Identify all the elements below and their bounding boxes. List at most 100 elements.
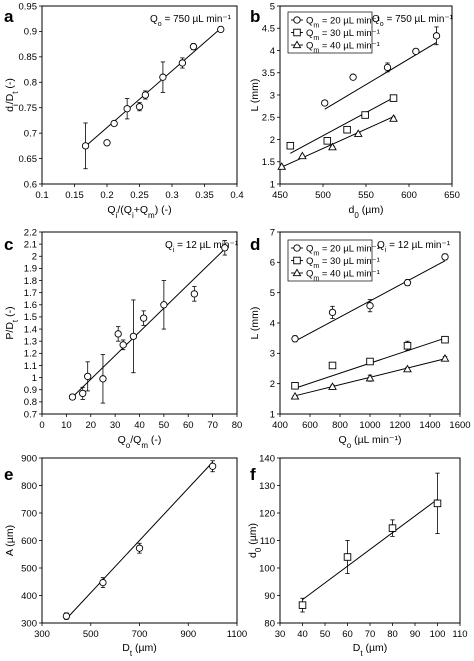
x-axis-label: d0 (µm) bbox=[348, 204, 383, 220]
y-tick-label: 100 bbox=[259, 563, 275, 574]
y-tick-label: 1.9 bbox=[24, 264, 37, 275]
legend-entry: Qm = 40 µL min⁻¹ bbox=[306, 268, 380, 282]
fit-line bbox=[70, 248, 226, 399]
y-axis-label: di/Dt (-) bbox=[4, 78, 20, 112]
y-tick-label: 2.2 bbox=[24, 227, 37, 238]
data-point-triangle bbox=[328, 382, 337, 390]
y-tick-label: 1.4 bbox=[24, 324, 37, 335]
legend-entry: Qm = 20 µL min⁻¹ bbox=[306, 243, 380, 256]
data-point-triangle bbox=[389, 114, 398, 122]
y-tick-label: 4.5 bbox=[262, 24, 275, 35]
data-point-square bbox=[286, 141, 295, 150]
x-tick-label: 1000 bbox=[359, 420, 380, 431]
data-point-circle bbox=[110, 119, 118, 128]
legend-entry: Qm = 30 µL min⁻¹ bbox=[306, 28, 380, 42]
y-tick-label: 2 bbox=[270, 135, 275, 146]
data-point-circle bbox=[349, 73, 357, 81]
y-tick-label: 3 bbox=[270, 349, 275, 360]
x-tick-label: 70 bbox=[365, 629, 376, 640]
panel-d: 400 600 800 1000 1200 1400 1600 1 2 3 4 5 6 7 Qo (µL m… bbox=[249, 227, 471, 449]
data-point-square bbox=[323, 137, 332, 145]
legend-marker-triangle bbox=[292, 40, 302, 49]
x-tick-label: 50 bbox=[320, 629, 331, 640]
fit-line bbox=[83, 28, 222, 148]
data-point-circle bbox=[99, 375, 107, 383]
y-tick-label: 5 bbox=[270, 1, 275, 12]
y-tick-label: 1.2 bbox=[24, 349, 37, 360]
data-point-circle bbox=[383, 63, 392, 72]
data-point-circle bbox=[135, 103, 144, 111]
data-point-triangle bbox=[403, 364, 412, 373]
legend-entry: Qm = 20 µL min⁻¹ bbox=[306, 15, 380, 29]
data-point-circle bbox=[189, 43, 198, 51]
x-tick-label: 700 bbox=[132, 629, 148, 640]
data-point-square bbox=[366, 357, 374, 366]
data-point-triangle bbox=[365, 373, 375, 382]
x-tick-label: 60 bbox=[183, 420, 194, 431]
y-tick-label: 900 bbox=[21, 453, 37, 464]
y-tick-label: 0.75 bbox=[19, 103, 38, 114]
legend-marker-square bbox=[293, 256, 301, 265]
y-tick-label: 80 bbox=[264, 618, 275, 629]
data-point-square bbox=[361, 111, 369, 119]
x-tick-label: 1600 bbox=[449, 420, 470, 431]
y-tick-label: 0.9 bbox=[24, 385, 37, 396]
data-point-circle bbox=[403, 279, 412, 287]
y-tick-label: 0.9 bbox=[24, 27, 37, 38]
data-point-circle bbox=[412, 47, 420, 56]
y-tick-label: 0.95 bbox=[19, 1, 38, 12]
y-tick-label: 140 bbox=[259, 453, 275, 464]
data-point-circle bbox=[178, 59, 187, 67]
y-axis-label: A (µm) bbox=[4, 525, 16, 556]
y-tick-label: 130 bbox=[259, 481, 275, 492]
x-tick-label: 30 bbox=[110, 420, 121, 431]
data-point-circle bbox=[208, 462, 217, 470]
y-axis-label: L (mm) bbox=[249, 307, 261, 340]
y-tick-label: 1.5 bbox=[262, 157, 275, 168]
y-tick-label: 2 bbox=[270, 379, 275, 390]
x-tick-label: 1400 bbox=[419, 420, 440, 431]
y-tick-label: 1 bbox=[32, 373, 37, 384]
panel-b: 450 500 550 600 650 1 1.5 2 2.5 3 3.5 4 4.5 5 d0 (µm) L… bbox=[249, 1, 460, 219]
data-point-circle bbox=[119, 341, 127, 349]
x-axis-label: Dt (µm) bbox=[353, 642, 388, 658]
x-tick-label: 10 bbox=[61, 420, 72, 431]
annotation: Qo = 750 µL min⁻¹ bbox=[150, 14, 232, 28]
y-tick-label: 90 bbox=[264, 591, 275, 602]
fit-line bbox=[281, 115, 396, 168]
x-tick-label: 70 bbox=[207, 420, 218, 431]
y-tick-label: 800 bbox=[21, 481, 37, 492]
x-tick-label: 80 bbox=[387, 629, 398, 640]
legend-marker-square bbox=[293, 28, 301, 37]
x-tick-label: 450 bbox=[272, 190, 288, 201]
data-point-circle bbox=[217, 25, 225, 34]
x-tick-label: 0.35 bbox=[195, 190, 214, 201]
panel-letter: f bbox=[250, 465, 256, 484]
x-tick-label: 90 bbox=[410, 629, 421, 640]
panel-f: 30 40 50 60 70 80 90 100 110 80 90 100 110 120 130 140 D… bbox=[247, 453, 468, 657]
data-point-circle bbox=[114, 330, 122, 338]
data-point-triangle bbox=[297, 151, 307, 160]
y-tick-label: 500 bbox=[21, 563, 37, 574]
data-point-circle bbox=[79, 389, 87, 398]
panel-a: 0.1 0.15 0.2 0.25 0.3 0.35 0.4 0.6 0.65 0.7 0.75 0.… bbox=[4, 1, 244, 219]
y-tick-label: 0.65 bbox=[19, 154, 38, 165]
panel-e: 300 500 700 900 1100 300 400 500 600 700 800 900 Dt … bbox=[4, 453, 247, 657]
annotation: Qi = 12 µL min⁻¹ bbox=[165, 240, 239, 254]
data-point-circle bbox=[328, 308, 337, 317]
data-point-triangle bbox=[277, 162, 287, 170]
y-tick-label: 5 bbox=[270, 288, 275, 299]
data-point-circle bbox=[62, 612, 71, 620]
data-point-circle bbox=[129, 332, 138, 340]
fit-line bbox=[302, 498, 438, 601]
x-tick-label: 0.15 bbox=[65, 190, 84, 201]
y-tick-label: 4 bbox=[270, 318, 275, 329]
fit-line bbox=[66, 461, 213, 620]
data-point-circle bbox=[160, 301, 168, 309]
y-tick-label: 0.8 bbox=[24, 397, 37, 408]
data-point-triangle bbox=[290, 391, 300, 400]
data-point-circle bbox=[139, 314, 148, 322]
data-point-square bbox=[433, 499, 442, 508]
x-tick-label: 30 bbox=[275, 629, 286, 640]
